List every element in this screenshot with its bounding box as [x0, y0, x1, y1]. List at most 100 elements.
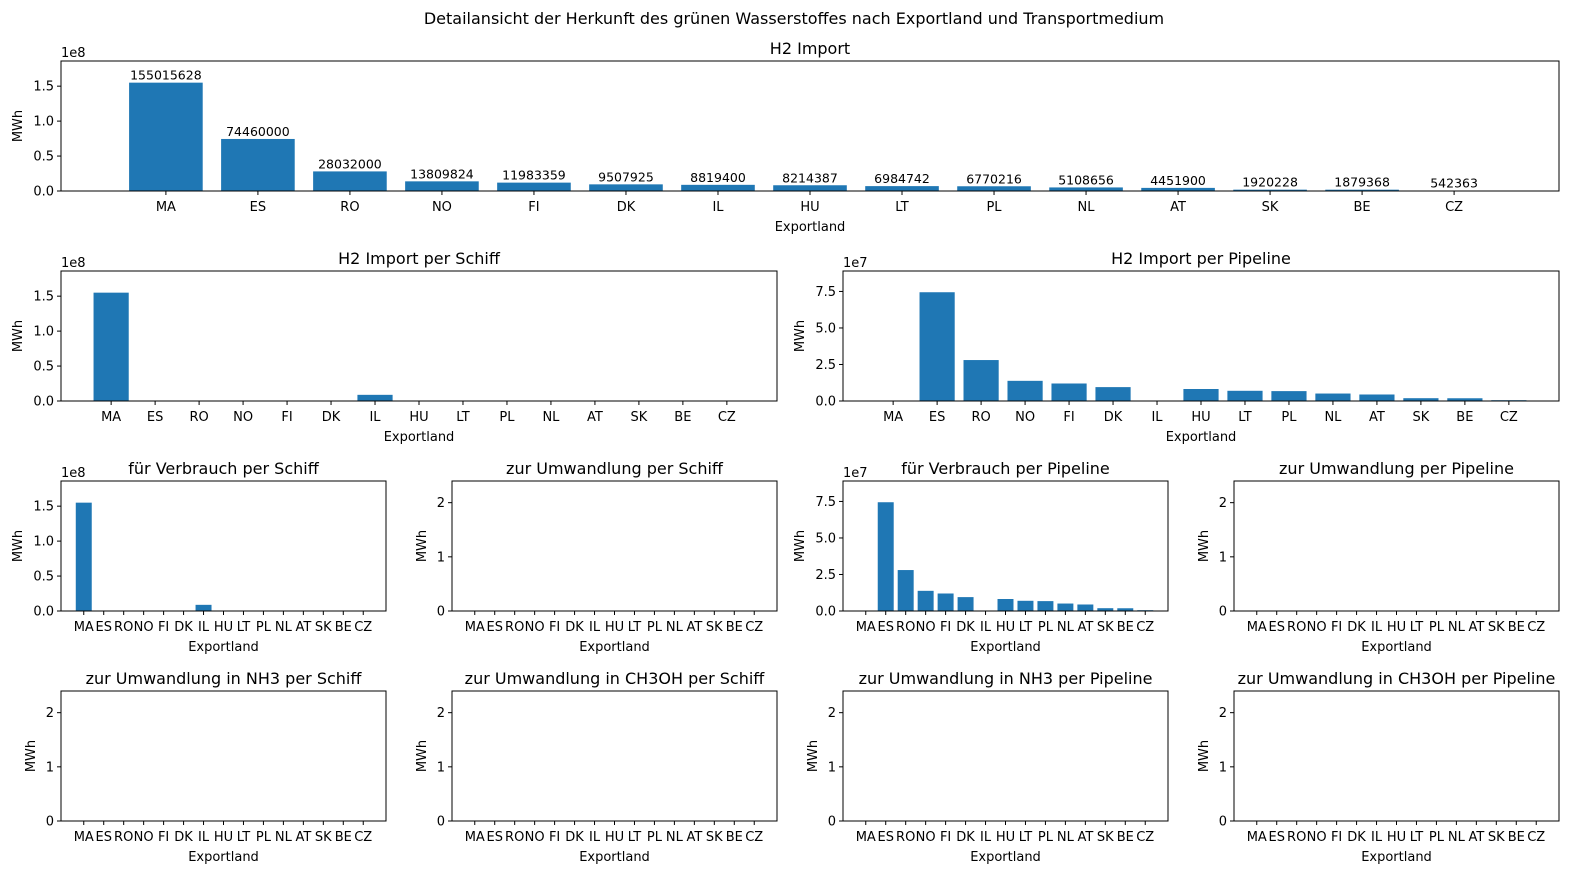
x-tick-label: AT	[295, 830, 311, 845]
bar-hu	[1183, 389, 1219, 401]
x-tick-label: NL	[1057, 620, 1075, 635]
x-tick-label: RO	[1287, 620, 1306, 635]
x-tick-label: HU	[996, 620, 1015, 635]
x-tick-label: SK	[706, 830, 723, 845]
x-tick-label: HU	[605, 830, 624, 845]
data-label: 13809824	[410, 166, 474, 181]
bar-il	[357, 394, 393, 401]
y-tick-label: 2.5	[815, 568, 836, 583]
x-tick-label: RO	[896, 830, 915, 845]
x-tick-label: ES	[877, 620, 893, 635]
bar-be	[1325, 189, 1399, 191]
x-tick-label: NL	[1448, 620, 1466, 635]
x-tick-label: NL	[666, 830, 684, 845]
y-tick-label: 2.5	[815, 358, 836, 373]
y-axis-label: MWh	[11, 320, 26, 352]
bar-dk	[1095, 387, 1131, 401]
x-tick-label: ES	[1268, 830, 1284, 845]
x-tick-label: DK	[174, 830, 193, 845]
bar-fi	[1051, 383, 1087, 401]
bar-no	[405, 181, 479, 191]
y-tick-label: 1.5	[33, 80, 54, 95]
x-tick-label: MA	[74, 620, 94, 635]
x-tick-label: IL	[980, 830, 992, 845]
axes-frame	[451, 480, 778, 612]
x-tick-label: LT	[1410, 830, 1423, 845]
x-axis-label: Exportland	[775, 220, 846, 235]
x-tick-label: HU	[605, 620, 624, 635]
x-tick-label: ES	[95, 620, 111, 635]
data-label: 28032000	[318, 156, 382, 171]
y-tick-label: 1	[437, 550, 445, 565]
x-tick-label: NO	[134, 620, 154, 635]
x-tick-label: NO	[233, 410, 253, 425]
x-tick-label: CZ	[1136, 830, 1154, 845]
chart-title: zur Umwandlung per Pipeline	[1279, 459, 1514, 478]
chart-pipeline-conversion: zur Umwandlung per Pipeline MA ES RO NO FI DK I…	[1197, 459, 1560, 655]
x-tick-label: DK	[1104, 410, 1123, 425]
axes-frame	[60, 480, 387, 612]
x-tick-label: RO	[114, 830, 133, 845]
x-tick-label: IL	[980, 620, 992, 635]
x-tick-label: FI	[1331, 620, 1342, 635]
x-tick-label: NO	[1307, 830, 1327, 845]
bar-il	[195, 604, 212, 611]
x-tick-label: MA	[74, 830, 94, 845]
data-label: 8214387	[782, 170, 838, 185]
y-axis-label: MWh	[415, 530, 430, 562]
y-tick-label: 5.0	[815, 321, 836, 336]
x-tick-label: LT	[1019, 830, 1032, 845]
y-tick-label: 0.5	[33, 360, 54, 375]
x-tick-label: CZ	[354, 830, 372, 845]
bar-ma	[129, 82, 203, 191]
x-tick-label: FI	[281, 410, 292, 425]
chart-title: für Verbrauch per Schiff	[128, 459, 319, 478]
x-tick-label: MA	[156, 200, 176, 215]
x-tick-label: RO	[896, 620, 915, 635]
x-tick-label: NO	[916, 830, 936, 845]
bar-ma	[75, 502, 92, 611]
x-tick-label: SK	[1097, 620, 1114, 635]
x-tick-label: ES	[250, 200, 266, 215]
y-axis-label: MWh	[24, 740, 39, 772]
x-axis-label: Exportland	[579, 850, 650, 865]
x-tick-label: NL	[1448, 830, 1466, 845]
x-tick-label: NL	[1078, 200, 1096, 215]
x-tick-label: NL	[542, 410, 560, 425]
x-tick-label: HU	[214, 830, 233, 845]
x-tick-label: LT	[456, 410, 469, 425]
x-tick-label: MA	[1247, 620, 1267, 635]
x-tick-label: NL	[666, 620, 684, 635]
y-tick-label: 7.5	[815, 285, 836, 300]
bar-be	[1447, 398, 1483, 401]
data-label: 74460000	[226, 124, 290, 139]
bar-nl	[1049, 187, 1123, 191]
x-tick-label: IL	[369, 410, 381, 425]
x-tick-label: NL	[1324, 410, 1342, 425]
x-tick-label: IL	[589, 620, 601, 635]
x-tick-label: HU	[1387, 620, 1406, 635]
data-label: 1879368	[1334, 175, 1390, 190]
x-tick-label: FI	[1063, 410, 1074, 425]
bar-fi	[497, 182, 571, 191]
x-tick-label: IL	[1151, 410, 1163, 425]
y-tick-label: 0	[828, 815, 836, 830]
y-scale-label: 1e8	[61, 46, 86, 61]
y-tick-label: 2	[828, 706, 836, 721]
x-axis-label: Exportland	[1361, 640, 1432, 655]
chart-ship-consumption: für Verbrauch per Schiff MA ES RO NO FI DK IL HU…	[11, 459, 387, 655]
bar-at	[1359, 394, 1395, 401]
chart-title: zur Umwandlung in CH3OH per Schiff	[465, 669, 766, 688]
bar-hu	[997, 599, 1014, 611]
x-tick-label: FI	[549, 620, 560, 635]
x-tick-label: DK	[174, 620, 193, 635]
x-tick-label: CZ	[354, 620, 372, 635]
data-label: 6984742	[874, 171, 930, 186]
bar-sk	[1097, 608, 1114, 611]
bar-pl	[957, 186, 1031, 191]
bar-hu	[773, 185, 847, 191]
x-tick-label: PL	[1281, 410, 1297, 425]
x-tick-label: NO	[525, 830, 545, 845]
x-tick-label: BE	[1508, 620, 1525, 635]
x-tick-label: NO	[525, 620, 545, 635]
